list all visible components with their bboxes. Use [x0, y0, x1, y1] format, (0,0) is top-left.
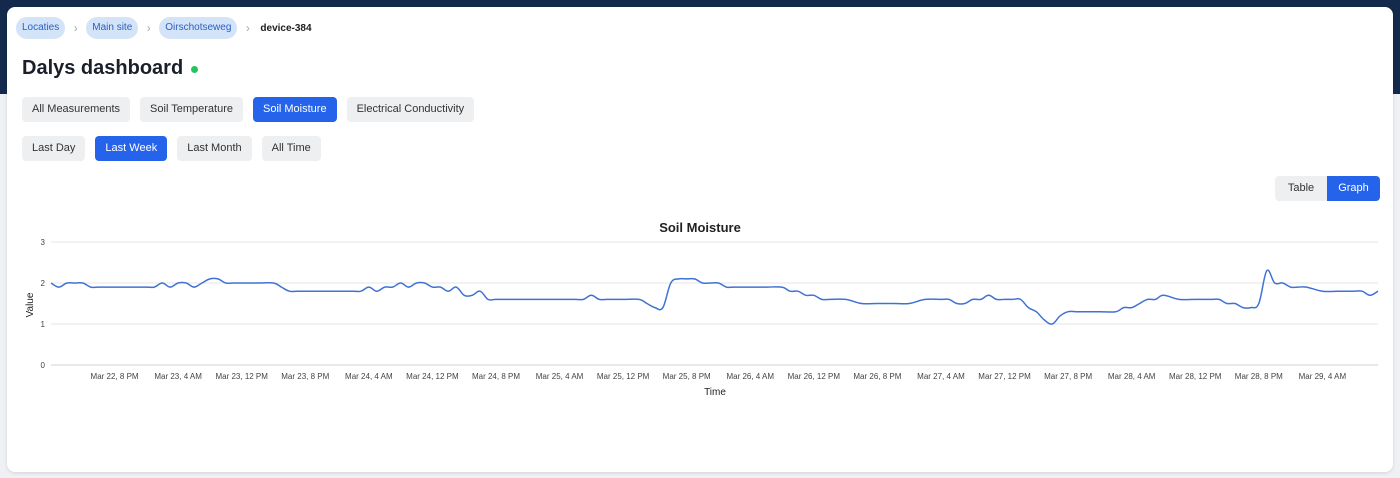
tab-soil-moisture[interactable]: Soil Moisture	[253, 97, 337, 122]
x-tick-label: Mar 27, 4 AM	[917, 372, 965, 381]
x-tick-label: Mar 25, 12 PM	[597, 372, 650, 381]
status-online-icon	[191, 66, 199, 73]
soil-moisture-chart: Soil Moisture 0 1 2 3 Mar 22, 8 PM Mar 23, 4…	[25, 220, 1379, 398]
y-tick-label: 1	[41, 320, 46, 329]
chart-grid	[51, 241, 1378, 366]
y-tick-label: 2	[41, 279, 46, 288]
chevron-right-icon: ›	[245, 21, 250, 35]
page-header: Dalys dashboard	[22, 57, 199, 80]
x-tick-label: Mar 25, 8 PM	[663, 372, 711, 381]
tab-electrical-conductivity[interactable]: Electrical Conductivity	[346, 97, 475, 122]
series-line	[50, 269, 1379, 325]
x-tick-label: Mar 24, 12 PM	[406, 372, 459, 381]
x-tick-label: Mar 27, 8 PM	[1044, 372, 1092, 381]
x-tick-label: Mar 24, 4 AM	[345, 372, 393, 381]
x-tick-label: Mar 29, 4 AM	[1299, 372, 1347, 381]
range-last-month[interactable]: Last Month	[177, 136, 252, 161]
range-all-time[interactable]: All Time	[261, 136, 321, 161]
table-view-button[interactable]: Table	[1275, 176, 1327, 201]
x-tick-label: Mar 23, 4 AM	[154, 372, 202, 381]
view-toggle: Table Graph	[1275, 176, 1380, 201]
breadcrumb-item-locaties[interactable]: Locaties	[16, 17, 66, 39]
dashboard-card: Locaties › Main site › Oirschotseweg › d…	[7, 7, 1393, 472]
y-axis: 0 1 2 3	[41, 238, 46, 370]
x-tick-label: Mar 23, 8 PM	[281, 372, 329, 381]
breadcrumb-current: device-384	[260, 22, 312, 34]
tab-all-measurements[interactable]: All Measurements	[22, 97, 131, 122]
chart-title: Soil Moisture	[659, 220, 741, 235]
page-title: Dalys dashboard	[22, 57, 184, 79]
x-tick-label: Mar 28, 8 PM	[1235, 372, 1283, 381]
x-tick-label: Mar 26, 4 AM	[726, 372, 774, 381]
y-tick-label: 0	[41, 361, 46, 370]
graph-view-button[interactable]: Graph	[1327, 176, 1380, 201]
range-last-day[interactable]: Last Day	[22, 136, 86, 161]
x-tick-label: Mar 26, 8 PM	[853, 372, 901, 381]
chevron-right-icon: ›	[146, 21, 151, 35]
tab-soil-temperature[interactable]: Soil Temperature	[140, 97, 243, 122]
x-axis-label: Time	[704, 387, 726, 398]
x-tick-label: Mar 22, 8 PM	[91, 372, 139, 381]
y-axis-label: Value	[25, 292, 36, 317]
x-tick-label: Mar 23, 12 PM	[215, 372, 268, 381]
x-tick-label: Mar 25, 4 AM	[536, 372, 584, 381]
x-tick-label: Mar 27, 12 PM	[978, 372, 1031, 381]
x-tick-label: Mar 28, 4 AM	[1108, 372, 1156, 381]
breadcrumb-item-main-site[interactable]: Main site	[86, 17, 139, 39]
x-axis: Mar 22, 8 PM Mar 23, 4 AM Mar 23, 12 PM Mar…	[91, 372, 1347, 381]
chevron-right-icon: ›	[73, 21, 78, 35]
y-tick-label: 3	[41, 238, 46, 247]
breadcrumb-item-oirschotseweg[interactable]: Oirschotseweg	[159, 17, 238, 39]
breadcrumb: Locaties › Main site › Oirschotseweg › d…	[16, 17, 312, 39]
range-tabs: Last Day Last Week Last Month All Time	[22, 136, 331, 161]
x-tick-label: Mar 24, 8 PM	[472, 372, 520, 381]
x-tick-label: Mar 28, 12 PM	[1169, 372, 1222, 381]
x-tick-label: Mar 26, 12 PM	[788, 372, 841, 381]
range-last-week[interactable]: Last Week	[95, 136, 168, 161]
measurement-tabs: All Measurements Soil Temperature Soil M…	[22, 97, 484, 122]
